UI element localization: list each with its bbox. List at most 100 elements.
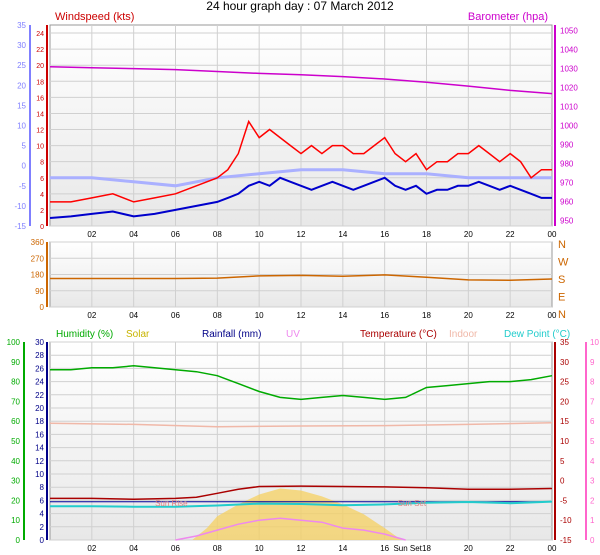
temperature-tick: 30 (560, 358, 569, 367)
outer-axis-tick: -10 (14, 202, 26, 211)
gust-line (50, 119, 552, 203)
x-tick-label: Sun Set (393, 544, 422, 553)
compass-tick: N (558, 309, 566, 321)
temperature-tick: 5 (560, 457, 565, 466)
x-tick-label: 06 (171, 544, 180, 553)
temperature-tick: 20 (560, 397, 569, 406)
rainfall-tick: 18 (35, 417, 44, 426)
uv-tick: 4 (590, 457, 595, 466)
rainfall-tick: 22 (35, 391, 44, 400)
x-tick-label: 22 (506, 311, 515, 320)
x-tick-label: 02 (87, 311, 96, 320)
outer-axis-tick: 15 (17, 101, 26, 110)
x-tick-label: 00 (548, 544, 557, 553)
barometer-tick: 970 (560, 178, 574, 187)
x-tick-label: 00 (548, 230, 557, 239)
solar-axis-title: Solar (126, 329, 150, 340)
humidity-tick: 0 (16, 536, 21, 545)
uv-tick: 6 (590, 417, 595, 426)
temperature-line (50, 485, 553, 500)
solar-area (192, 488, 402, 540)
sunset-annotation: Sun Set (398, 499, 427, 508)
wind-direction-tick: 180 (31, 271, 45, 280)
outer-axis-tick: 0 (22, 162, 27, 171)
windspeed-tick: 2 (40, 208, 44, 215)
chart-title: 24 hour graph day : 07 March 2012 (206, 0, 394, 13)
rainfall-tick: 28 (35, 351, 44, 360)
x-tick-label: 20 (464, 230, 473, 239)
humidity-tick: 70 (11, 397, 20, 406)
barometer-tick: 1040 (560, 46, 578, 55)
windspeed-tick: 14 (36, 111, 44, 118)
dew-point-axis-title: Dew Point (°C) (504, 329, 570, 340)
rainfall-tick: 2 (40, 523, 45, 532)
windspeed-axis-title: Windspeed (kts) (55, 11, 134, 23)
barometer-tick: 1010 (560, 103, 578, 112)
humidity-tick: 10 (11, 516, 20, 525)
uv-tick: 0 (590, 536, 595, 545)
humidity-tick: 90 (11, 358, 20, 367)
uv-tick: 8 (590, 378, 595, 387)
humidity-axis-title: Humidity (%) (56, 329, 113, 340)
wind-direction-tick: 0 (40, 303, 45, 312)
rainfall-tick: 0 (40, 536, 45, 545)
humidity-line (50, 365, 553, 401)
uv-tick: 10 (590, 338, 599, 347)
x-tick-label: 12 (297, 230, 306, 239)
compass-tick: N (558, 239, 566, 251)
compass-tick: W (558, 257, 569, 269)
x-tick-label: 02 (87, 544, 96, 553)
rainfall-tick: 14 (35, 444, 44, 453)
x-tick-label: 10 (255, 311, 264, 320)
uv-tick: 1 (590, 516, 595, 525)
rainfall-tick: 10 (35, 470, 44, 479)
indoor-axis-title: Indoor (449, 329, 478, 340)
barometer-line (49, 65, 553, 95)
humidity-tick: 100 (7, 338, 21, 347)
windspeed-tick: 0 (40, 224, 44, 231)
dew-point-line (50, 500, 553, 508)
windspeed-tick: 18 (36, 79, 44, 86)
temperature-axis-title: Temperature (°C) (360, 329, 437, 340)
x-tick-label: 18 (422, 544, 431, 553)
temperature-tick: 15 (560, 417, 569, 426)
average-windspeed-line (49, 176, 552, 219)
x-tick-label: 12 (297, 544, 306, 553)
humidity-tick: 80 (11, 378, 20, 387)
barometer-tick: 990 (560, 140, 574, 149)
humidity-tick: 60 (11, 417, 20, 426)
x-tick-label: 18 (422, 311, 431, 320)
x-tick-label: 16 (380, 544, 389, 553)
x-tick-label: 04 (129, 311, 138, 320)
outer-axis-tick: -15 (14, 222, 26, 231)
windspeed-tick: 10 (36, 144, 44, 151)
uv-axis-title: UV (286, 329, 300, 340)
wind-direction-tick: 270 (31, 254, 45, 263)
temperature-tick: 0 (560, 477, 565, 486)
x-tick-label: 10 (255, 230, 264, 239)
barometer-tick: 980 (560, 159, 574, 168)
x-tick-label: 18 (422, 230, 431, 239)
axis-titles: Windspeed (kts) Barometer (hpa) Sun Rise Su… (55, 11, 570, 508)
uv-tick: 2 (590, 496, 595, 505)
rainfall-tick: 26 (35, 364, 44, 373)
rainfall-tick: 30 (35, 338, 44, 347)
compass-tick: E (558, 292, 565, 304)
outer-axis-trace-line (50, 168, 552, 188)
x-tick-label: 14 (338, 230, 347, 239)
temperature-tick: 10 (560, 437, 569, 446)
outer-axis-tick: 25 (17, 61, 26, 70)
uv-tick: 3 (590, 477, 595, 486)
x-tick-label: 02 (87, 230, 96, 239)
windspeed-tick: 16 (36, 95, 44, 102)
x-tick-label: 04 (129, 230, 138, 239)
outer-axis-tick: 35 (17, 21, 26, 30)
barometer-tick: 1020 (560, 84, 578, 93)
rainfall-tick: 24 (35, 378, 44, 387)
outer-axis-tick: 30 (17, 41, 26, 50)
windspeed-tick: 22 (36, 47, 44, 54)
x-tick-label: 04 (129, 544, 138, 553)
windspeed-tick: 4 (40, 192, 44, 199)
